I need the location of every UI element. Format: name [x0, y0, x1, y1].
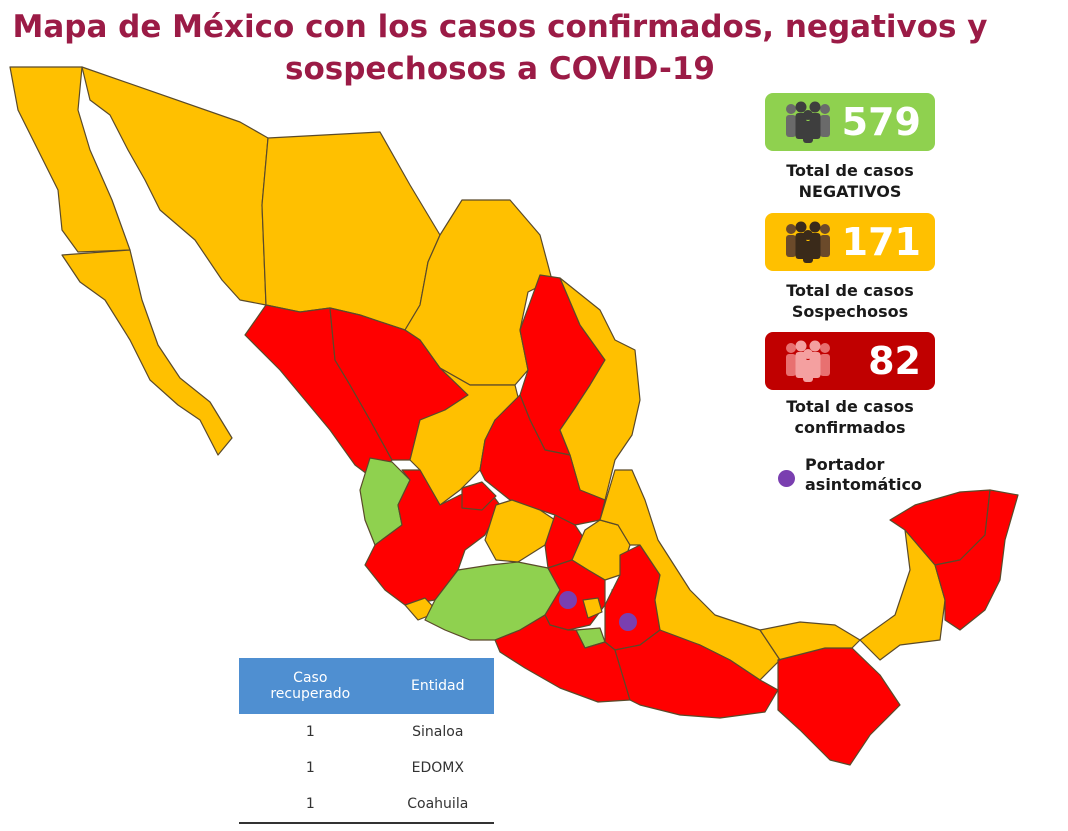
confirmados-count: 82: [868, 339, 921, 383]
Baja California Sur: [61, 249, 233, 456]
Guerrero: [494, 614, 631, 703]
recovered-table: Caso recuperado Entidad 1 Sinaloa 1 EDOM…: [239, 658, 494, 824]
people-group-icon: [786, 340, 830, 382]
Ciudad de México: [582, 597, 603, 619]
sospechosos-label: Total de casos Sospechosos: [760, 280, 940, 322]
table-row: 1 Sinaloa: [239, 714, 494, 750]
map-title: Mapa de México con los casos confirmados…: [0, 6, 1000, 90]
sospechosos-card: 171: [765, 213, 935, 271]
legend-line1: Portador: [805, 455, 885, 474]
Zacatecas: [409, 367, 521, 506]
Baja California: [9, 66, 131, 253]
sospechosos-label-line1: Total de casos: [786, 281, 914, 300]
header-caso-line1: Caso: [293, 670, 328, 686]
confirmados-label-line1: Total de casos: [786, 397, 914, 416]
map-title-line2: sospechosos a COVID-19: [285, 51, 715, 87]
negativos-label-line1: Total de casos: [786, 161, 914, 180]
negativos-card: 579: [765, 93, 935, 151]
cell-entidad: Coahuila: [381, 786, 494, 824]
asintomatico-legend-text: Portador asintomático: [805, 455, 922, 495]
cell-caso: 1: [305, 724, 315, 740]
negativos-label: Total de casos NEGATIVOS: [760, 160, 940, 202]
people-group-icon: [786, 221, 830, 263]
cell-caso: 1: [239, 786, 382, 824]
Coahuila: [404, 199, 553, 386]
asintomatico-legend: Portador asintomático: [778, 455, 922, 495]
Tabasco: [759, 621, 861, 661]
confirmados-label-line2: confirmados: [794, 418, 906, 437]
map-title-line1: Mapa de México con los casos confirmados…: [12, 9, 988, 45]
sospechosos-label-line2: Sospechosos: [791, 302, 909, 321]
negativos-label-line2: NEGATIVOS: [798, 182, 902, 201]
asintomatico-marker-edomx: [559, 591, 577, 609]
Chihuahua: [261, 131, 441, 331]
negativos-count: 579: [841, 100, 921, 144]
cell-entidad: Sinaloa: [412, 724, 464, 740]
Aguascalientes: [461, 481, 497, 511]
sospechosos-count: 171: [841, 220, 921, 264]
Chiapas: [777, 647, 901, 766]
people-group-icon: [786, 101, 830, 143]
confirmados-card: 82: [765, 332, 935, 390]
asintomatico-marker-puebla: [619, 613, 637, 631]
cell-entidad: EDOMX: [411, 760, 464, 776]
table-header-row: Caso recuperado Entidad: [239, 658, 494, 714]
header-caso: Caso recuperado: [239, 658, 382, 714]
header-entidad: Entidad: [381, 658, 494, 714]
cell-caso: 1: [305, 760, 315, 776]
header-caso-line2: recuperado: [270, 686, 351, 702]
confirmados-label: Total de casos confirmados: [760, 396, 940, 438]
table-row: 1 Coahuila: [239, 786, 494, 824]
legend-line2: asintomático: [805, 475, 922, 494]
Quintana Roo: [934, 489, 1019, 631]
asintomatico-dot: [778, 470, 795, 487]
table-row: 1 EDOMX: [239, 750, 494, 786]
